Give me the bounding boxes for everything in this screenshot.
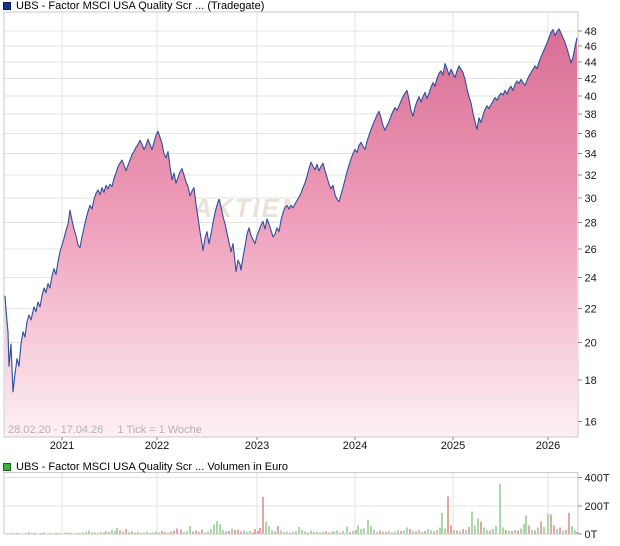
x-axis-years: 2021 2022 2023 2024 2025 2026 (50, 437, 560, 452)
price-y-tick-label: 36 (585, 128, 597, 140)
price-y-tick-label: 16 (585, 417, 597, 429)
price-y-tick-label: 18 (585, 375, 597, 387)
volume-chart-header: UBS - Factor MSCI USA Quality Scr ... Vo… (3, 461, 289, 473)
price-y-tick-label: 32 (585, 170, 597, 182)
volume-chart-title: UBS - Factor MSCI USA Quality Scr ... Vo… (16, 461, 289, 473)
price-y-tick-label: 40 (585, 91, 597, 103)
price-y-tick-label: 42 (585, 73, 597, 85)
x-year-label: 2024 (343, 440, 367, 452)
price-y-tick-label: 26 (585, 244, 597, 256)
volume-bars[interactable] (4, 484, 578, 534)
x-year-label: 2026 (536, 440, 560, 452)
date-range-label: 28.02.20 - 17.04.26 (8, 424, 104, 436)
price-line[interactable] (4, 28, 578, 393)
volume-gridlines (4, 472, 578, 534)
x-year-label: 2021 (50, 440, 74, 452)
price-y-tick-label: 30 (585, 193, 597, 205)
tick-interval-label: 1 Tick = 1 Woche (117, 424, 202, 436)
price-plot-border (3, 11, 579, 438)
price-chart-header: UBS - Factor MSCI USA Quality Scr ... (T… (3, 0, 265, 12)
volume-y-tick-label: 400T (585, 473, 610, 485)
price-area-fill[interactable] (5, 28, 577, 438)
price-y-axis: 16 18 20 22 24 26 28 30 32 34 36 38 40 42 44 46 48 (578, 26, 597, 429)
price-y-tick-label: 24 (585, 273, 597, 285)
price-y-tick-label: 46 (585, 41, 597, 53)
date-range-row: 28.02.20 - 17.04.26 1 Tick = 1 Woche (8, 425, 216, 436)
volume-y-tick-label: 200T (585, 501, 610, 513)
x-year-label: 2022 (145, 440, 169, 452)
price-y-tick-label: 48 (585, 26, 597, 38)
price-y-tick-label: 34 (585, 149, 597, 161)
volume-plot-border (3, 472, 579, 535)
price-y-tick-label: 28 (585, 218, 597, 230)
price-y-tick-label: 22 (585, 303, 597, 315)
x-year-label: 2025 (441, 440, 465, 452)
volume-series-legend-swatch (3, 463, 11, 471)
price-y-tick-label: 20 (585, 337, 597, 349)
price-y-tick-label: 38 (585, 109, 597, 121)
x-year-label: 2023 (245, 440, 269, 452)
volume-y-axis: 0T 200T 400T (578, 473, 610, 541)
price-y-tick-label: 44 (585, 57, 597, 69)
volume-y-tick-label: 0T (585, 529, 598, 541)
price-chart-title: UBS - Factor MSCI USA Quality Scr ... (T… (16, 0, 265, 12)
price-series-legend-swatch (3, 2, 11, 10)
